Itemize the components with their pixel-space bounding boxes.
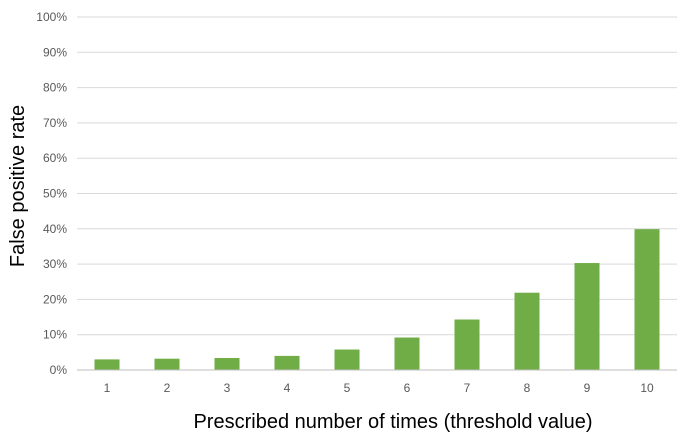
gridlines	[77, 16, 677, 336]
bar	[634, 229, 660, 370]
y-tick-label: 40%	[43, 222, 67, 236]
y-axis-label: False positive rate	[7, 105, 29, 267]
bar	[454, 319, 480, 370]
bar	[394, 337, 420, 370]
y-tick-label: 100%	[36, 10, 67, 24]
y-tick-label: 0%	[50, 363, 68, 377]
bar	[514, 292, 540, 370]
y-tick-label: 50%	[43, 187, 67, 201]
y-tick-label: 70%	[43, 116, 67, 130]
y-tick-label: 90%	[43, 45, 67, 59]
x-tick-label: 2	[164, 381, 171, 395]
x-tick-label: 3	[224, 381, 231, 395]
y-axis-ticks: 0% 10% 20% 30% 40% 50% 60% 70% 80% 90% 100%	[36, 10, 67, 377]
y-tick-label: 20%	[43, 292, 67, 306]
y-tick-label: 80%	[43, 81, 67, 95]
bar	[574, 263, 600, 370]
x-tick-label: 4	[284, 381, 291, 395]
bar	[274, 355, 300, 370]
bars	[94, 229, 660, 370]
bar	[154, 358, 180, 370]
y-tick-label: 60%	[43, 151, 67, 165]
x-axis-label: Prescribed number of times (threshold va…	[193, 411, 592, 433]
bar	[334, 349, 360, 370]
y-tick-label: 30%	[43, 257, 67, 271]
x-tick-label: 9	[584, 381, 591, 395]
x-axis-ticks: 1 2 3 4 5 6 7 8 9 10	[104, 381, 654, 395]
bar	[214, 357, 240, 370]
bar	[94, 359, 120, 370]
x-tick-label: 5	[344, 381, 351, 395]
x-tick-label: 6	[404, 381, 411, 395]
x-tick-label: 1	[104, 381, 111, 395]
x-tick-label: 10	[640, 381, 654, 395]
x-tick-label: 8	[524, 381, 531, 395]
x-tick-label: 7	[464, 381, 471, 395]
y-tick-label: 10%	[43, 328, 67, 342]
